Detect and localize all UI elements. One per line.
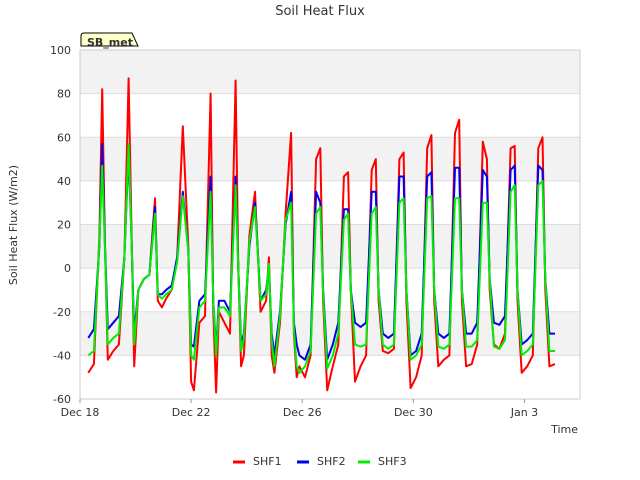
- legend-label-shf1: SHF1: [253, 455, 282, 468]
- series-line-shf3: [87, 142, 555, 374]
- y-tick-label: -60: [53, 393, 71, 406]
- y-axis-ticks: -60 -40 -20 0 20 40 60 80 100: [50, 44, 71, 406]
- chart-title: Soil Heat Flux: [275, 4, 365, 19]
- plot-band: [80, 93, 580, 138]
- data-lines: [87, 77, 556, 394]
- x-tick-label: Dec 22: [172, 406, 211, 419]
- y-tick-label: -40: [53, 349, 71, 362]
- x-tick-label: Dec 30: [394, 406, 433, 419]
- plot-band: [80, 50, 580, 94]
- y-axis-label: Soil Heat Flux (W/m2): [7, 165, 20, 285]
- legend-label-shf2: SHF2: [317, 455, 346, 468]
- site-label-box: SB_met: [80, 32, 139, 49]
- y-tick-label: 60: [57, 131, 71, 144]
- plot-background: [80, 50, 580, 399]
- x-axis-ticks: Dec 18 Dec 22 Dec 26 Dec 30 Jan 3: [61, 399, 538, 419]
- x-axis-label: Time: [550, 423, 578, 436]
- y-tick-label: 0: [64, 262, 71, 275]
- y-tick-label: 20: [57, 219, 71, 232]
- site-label-badge: [80, 32, 139, 47]
- plot-band: [80, 137, 580, 181]
- plot-band: [80, 180, 580, 225]
- y-tick-label: 80: [57, 88, 71, 101]
- x-tick-label: Dec 18: [61, 406, 100, 419]
- series-line-shf2: [87, 142, 555, 361]
- y-tick-label: -20: [53, 306, 71, 319]
- legend: SHF1 SHF2 SHF3: [233, 455, 407, 468]
- plot-frame: [79, 49, 581, 400]
- x-tick-label: Dec 26: [283, 406, 322, 419]
- legend-label-shf3: SHF3: [378, 455, 407, 468]
- y-tick-label: 40: [57, 175, 71, 188]
- y-tick-label: 100: [50, 44, 71, 57]
- x-tick-label: Jan 3: [510, 406, 538, 419]
- site-label: SB_met: [87, 36, 133, 49]
- plot-band: [80, 224, 580, 269]
- series-line-shf1: [87, 77, 556, 394]
